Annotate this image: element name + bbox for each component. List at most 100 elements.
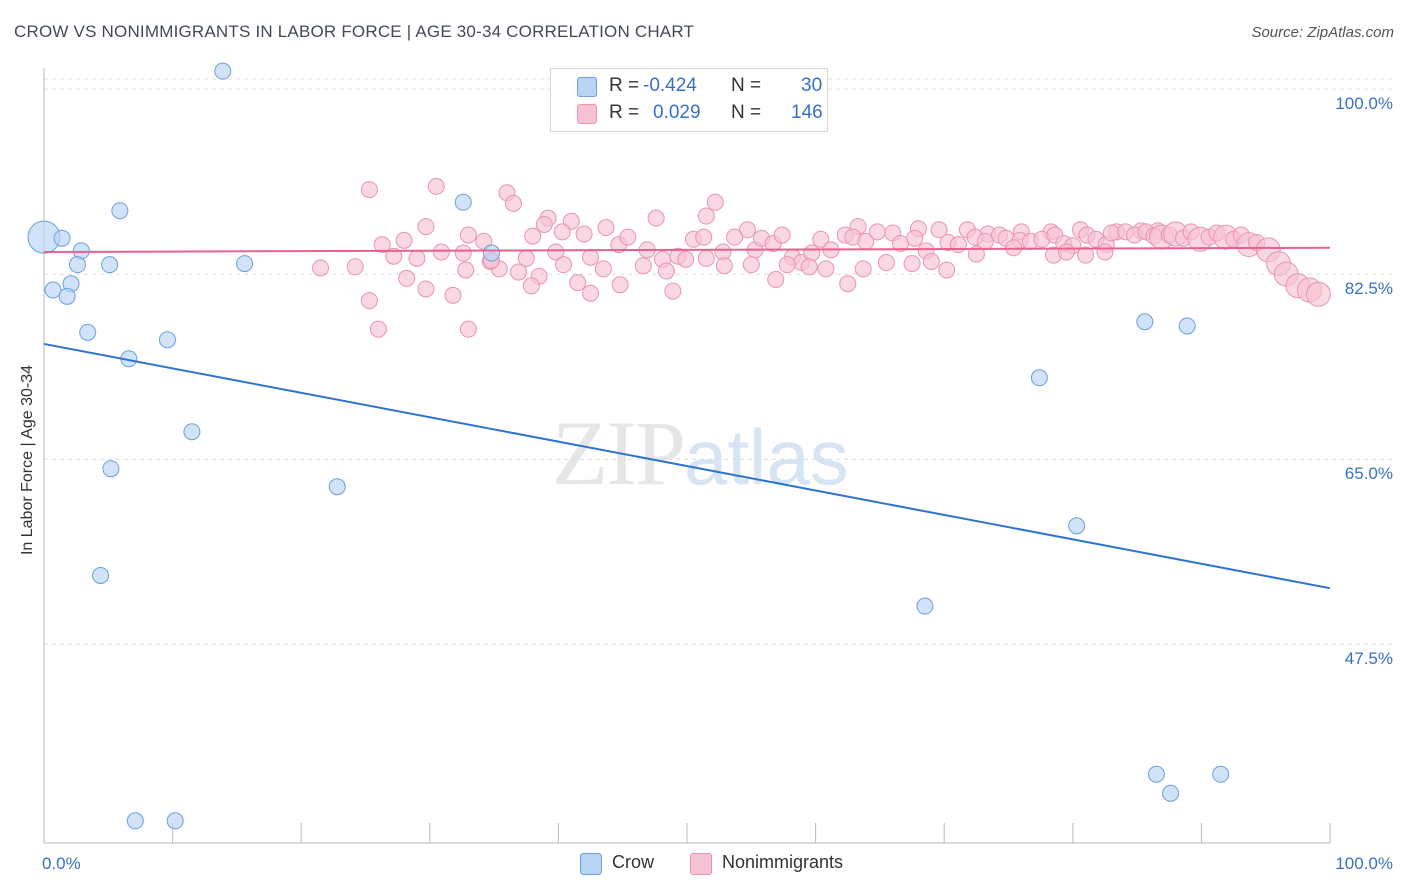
- nonimmigrants-point-38: [619, 228, 637, 246]
- bottom-legend-swatch-crow: [580, 853, 602, 875]
- nonimmigrants-point-137: [360, 292, 378, 310]
- nonimmigrants-point-144: [582, 284, 600, 302]
- crow-point-3: [214, 62, 232, 80]
- nonimmigrants-point-25: [459, 226, 477, 244]
- nonimmigrants-point-145: [664, 282, 682, 300]
- crow-trend-line: [43, 342, 1331, 590]
- nonimmigrants-point-3: [504, 194, 522, 212]
- nonimmigrants-point-58: [868, 223, 886, 241]
- chart-title: CROW VS NONIMMIGRANTS IN LABOR FORCE | A…: [14, 22, 695, 41]
- nonimmigrants-point-32: [547, 243, 565, 261]
- crow-point-5: [68, 256, 86, 274]
- bottom-legend-swatch-nonimmigrants: [690, 853, 712, 875]
- legend-r-value-nonimmigrants: 0.029: [653, 102, 701, 123]
- nonimmigrants-point-108: [555, 256, 573, 274]
- crow-point-27: [1147, 765, 1165, 783]
- nonimmigrants-point-9: [738, 221, 756, 239]
- crow-point-19: [126, 812, 144, 830]
- legend: R = -0.424 N = 30 R = 0.029 N = 146: [550, 68, 828, 132]
- crow-point-21: [483, 244, 501, 262]
- crow-point-8: [44, 281, 62, 299]
- crow-point-18: [92, 567, 110, 585]
- nonimmigrants-point-119: [778, 256, 796, 274]
- crow-point-6: [101, 256, 119, 274]
- nonimmigrants-point-63: [930, 221, 948, 239]
- crow-point-17: [328, 478, 346, 496]
- legend-n-value-crow: 30: [801, 75, 823, 96]
- nonimmigrants-point-34: [575, 225, 593, 243]
- crow-point-24: [1030, 369, 1048, 387]
- crow-point-23: [1178, 317, 1196, 335]
- crow-point-28: [1212, 765, 1230, 783]
- nonimmigrants-point-61: [906, 229, 924, 247]
- nonimmigrants-point-22: [385, 247, 403, 265]
- nonimmigrants-point-116: [715, 257, 733, 275]
- nonimmigrants-point-49: [773, 226, 791, 244]
- y-tick-label-1: 82.5%: [1345, 279, 1393, 298]
- crow-point-15: [183, 423, 201, 441]
- nonimmigrants-point-117: [742, 256, 760, 274]
- y-tick-label-3: 47.5%: [1345, 649, 1393, 668]
- legend-r-label: R =: [609, 102, 640, 123]
- crow-point-16: [102, 460, 120, 478]
- nonimmigrants-point-132: [1077, 246, 1095, 264]
- nonimmigrants-point-127: [938, 261, 956, 279]
- nonimmigrants-point-6: [647, 209, 665, 227]
- nonimmigrants-point-45: [726, 228, 744, 246]
- nonimmigrants-point-138: [311, 259, 329, 277]
- nonimmigrants-point-65: [949, 236, 967, 254]
- nonimmigrants-point-131: [1057, 243, 1075, 261]
- nonimmigrants-point-133: [1096, 243, 1114, 261]
- nonimmigrants-point-104: [432, 243, 450, 261]
- watermark: ZIPatlas: [552, 400, 849, 506]
- crow-point-11: [79, 323, 97, 341]
- nonimmigrants-point-114: [677, 250, 695, 268]
- crow-point-10: [58, 287, 76, 305]
- bottom-legend-label-crow: Crow: [612, 852, 655, 872]
- legend-swatch-crow: [577, 77, 597, 97]
- nonimmigrants-point-52: [803, 244, 821, 262]
- nonimmigrants-point-1: [427, 177, 445, 195]
- nonimmigrants-point-135: [457, 261, 475, 279]
- legend-n-label: N =: [731, 102, 762, 123]
- nonimmigrants-point-122: [839, 275, 857, 293]
- crow-point-1: [53, 229, 71, 247]
- nonimmigrants-point-53: [812, 230, 830, 248]
- nonimmigrants-point-30: [535, 215, 553, 233]
- nonimmigrants-point-109: [569, 274, 587, 292]
- crow-point-7: [236, 255, 254, 273]
- crow-point-22: [1136, 313, 1154, 331]
- nonimmigrants-point-129: [1005, 239, 1023, 257]
- nonimmigrants-point-139: [369, 320, 387, 338]
- crow-point-4: [111, 202, 129, 220]
- nonimmigrants-point-115: [697, 249, 715, 267]
- nonimmigrants-point-102: [1305, 281, 1331, 307]
- nonimmigrants-point-125: [903, 255, 921, 273]
- nonimmigrants-point-128: [967, 245, 985, 263]
- nonimmigrants-point-118: [767, 270, 785, 288]
- nonimmigrants-point-110: [594, 260, 612, 278]
- nonimmigrants-point-112: [634, 257, 652, 275]
- nonimmigrants-point-79: [1102, 224, 1120, 242]
- nonimmigrants-point-124: [877, 254, 895, 272]
- crow-point-14: [454, 193, 472, 211]
- nonimmigrants-point-121: [817, 260, 835, 278]
- crow-point-26: [916, 597, 934, 615]
- nonimmigrants-point-29: [524, 227, 542, 245]
- crow-point-20: [166, 812, 184, 830]
- nonimmigrants-point-105: [454, 244, 472, 262]
- nonimmigrants-point-43: [695, 228, 713, 246]
- nonimmigrants-point-123: [854, 260, 872, 278]
- nonimmigrants-point-103: [408, 249, 426, 267]
- nonimmigrants-point-113: [657, 262, 675, 280]
- legend-n-label: N =: [731, 75, 762, 96]
- nonimmigrants-point-21: [373, 236, 391, 254]
- y-tick-label-2: 65.0%: [1345, 464, 1393, 483]
- nonimmigrants-point-111: [611, 276, 629, 294]
- nonimmigrants-point-7: [697, 207, 715, 225]
- nonimmigrants-point-8: [706, 193, 724, 211]
- crow-point-25: [1068, 517, 1086, 535]
- nonimmigrants-point-126: [922, 252, 940, 270]
- source-credit: Source: ZipAtlas.com: [1251, 24, 1394, 41]
